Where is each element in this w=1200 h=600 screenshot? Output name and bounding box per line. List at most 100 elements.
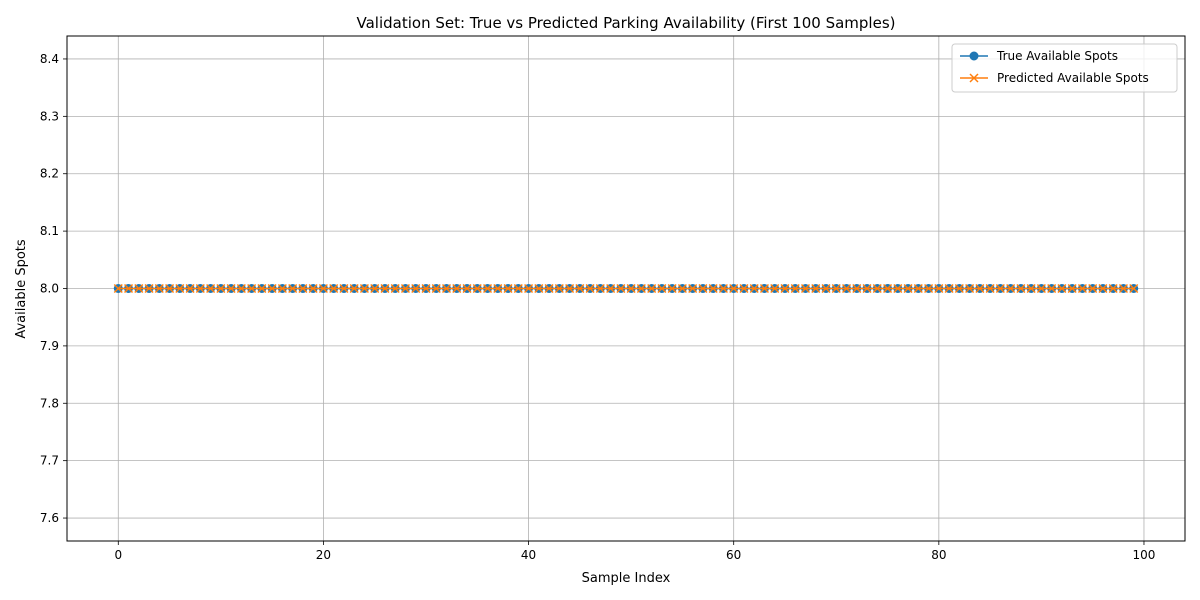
marker-stroke	[298, 283, 308, 294]
predicted-value-marker	[247, 283, 257, 294]
marker-stroke	[124, 283, 134, 294]
predicted-value-marker	[236, 283, 246, 294]
marker-stroke	[267, 283, 277, 294]
predicted-value-marker	[441, 283, 452, 294]
marker-stroke	[790, 283, 800, 294]
predicted-value-marker	[636, 283, 646, 294]
marker-stroke	[841, 283, 852, 294]
y-tick-label: 8.4	[40, 52, 59, 66]
predicted-value-marker	[411, 283, 421, 294]
marker-stroke	[390, 283, 400, 294]
predicted-value-marker	[954, 283, 964, 294]
predicted-value-marker	[657, 283, 667, 294]
marker-stroke	[616, 283, 626, 294]
predicted-value-marker	[431, 283, 441, 294]
marker-stroke	[729, 283, 739, 294]
marker-stroke	[872, 283, 882, 294]
marker-stroke	[236, 283, 246, 294]
marker-stroke	[400, 283, 411, 294]
marker-stroke	[677, 283, 687, 294]
marker-stroke	[288, 283, 298, 294]
predicted-value-marker	[1108, 283, 1118, 294]
predicted-value-marker	[965, 283, 975, 294]
predicted-value-marker	[308, 283, 318, 294]
marker-stroke	[821, 283, 831, 294]
marker-stroke	[513, 283, 523, 294]
marker-stroke	[503, 283, 513, 294]
predicted-value-marker	[677, 283, 687, 294]
marker-stroke	[657, 283, 667, 294]
predicted-value-marker	[185, 283, 195, 294]
predicted-value-marker	[298, 283, 308, 294]
marker-stroke	[780, 283, 790, 294]
marker-stroke	[216, 283, 226, 294]
marker-stroke	[995, 283, 1005, 294]
marker-stroke	[534, 283, 544, 294]
predicted-value-marker	[975, 283, 985, 294]
predicted-value-marker	[1088, 283, 1098, 294]
y-tick-label: 8.0	[40, 282, 59, 296]
predicted-value-marker	[524, 283, 534, 294]
marker-stroke	[739, 283, 749, 294]
marker-stroke	[1108, 283, 1118, 294]
marker-stroke	[975, 283, 985, 294]
predicted-value-marker	[1067, 283, 1077, 294]
chart-title: Validation Set: True vs Predicted Parkin…	[357, 14, 896, 32]
marker-stroke	[421, 283, 431, 294]
marker-stroke	[965, 283, 975, 294]
predicted-value-marker	[349, 283, 359, 294]
marker-stroke	[257, 283, 267, 294]
marker-stroke	[688, 283, 698, 294]
x-tick-label: 0	[114, 548, 122, 562]
predicted-value-marker	[770, 283, 780, 294]
marker-stroke	[1129, 283, 1139, 294]
marker-stroke	[493, 283, 503, 294]
predicted-value-marker	[1026, 283, 1036, 294]
marker-stroke	[759, 283, 769, 294]
marker-stroke	[831, 283, 841, 294]
marker-stroke	[1077, 283, 1087, 294]
marker-stroke	[1047, 283, 1057, 294]
marker-stroke	[1088, 283, 1098, 294]
predicted-value-marker	[969, 73, 979, 83]
predicted-value-marker	[452, 283, 462, 294]
predicted-value-marker	[1006, 283, 1016, 294]
marker-stroke	[626, 283, 636, 294]
predicted-value-marker	[883, 283, 893, 294]
marker-stroke	[206, 283, 216, 294]
marker-stroke	[862, 283, 872, 294]
true-value-marker	[969, 51, 979, 61]
x-tick-label: 60	[726, 548, 741, 562]
legend-label: Predicted Available Spots	[997, 71, 1149, 85]
predicted-value-marker	[216, 283, 226, 294]
marker-stroke	[308, 283, 318, 294]
marker-stroke	[718, 283, 728, 294]
predicted-value-marker	[616, 283, 626, 294]
marker-stroke	[913, 283, 923, 294]
y-tick-label: 7.8	[40, 396, 59, 410]
predicted-value-marker	[493, 283, 503, 294]
marker-stroke	[452, 283, 462, 294]
legend-entry: True Available Spots	[960, 49, 1118, 63]
marker-stroke	[852, 283, 862, 294]
marker-stroke	[606, 283, 616, 294]
predicted-value-marker	[370, 283, 380, 294]
predicted-value-marker	[585, 283, 595, 294]
predicted-value-marker	[739, 283, 749, 294]
predicted-value-marker	[175, 283, 185, 294]
predicted-value-marker	[1036, 283, 1046, 294]
x-axis-label: Sample Index	[582, 571, 671, 586]
y-tick-label: 7.6	[40, 511, 59, 525]
marker-stroke	[185, 283, 195, 294]
marker-stroke	[247, 283, 257, 294]
predicted-value-marker	[852, 283, 862, 294]
predicted-value-marker	[1098, 283, 1108, 294]
predicted-value-marker	[934, 283, 944, 294]
marker-stroke	[431, 283, 441, 294]
predicted-value-marker	[257, 283, 267, 294]
marker-stroke	[667, 283, 677, 294]
predicted-value-marker	[1129, 283, 1139, 294]
predicted-value-marker	[329, 283, 339, 294]
predicted-value-marker	[554, 283, 564, 294]
